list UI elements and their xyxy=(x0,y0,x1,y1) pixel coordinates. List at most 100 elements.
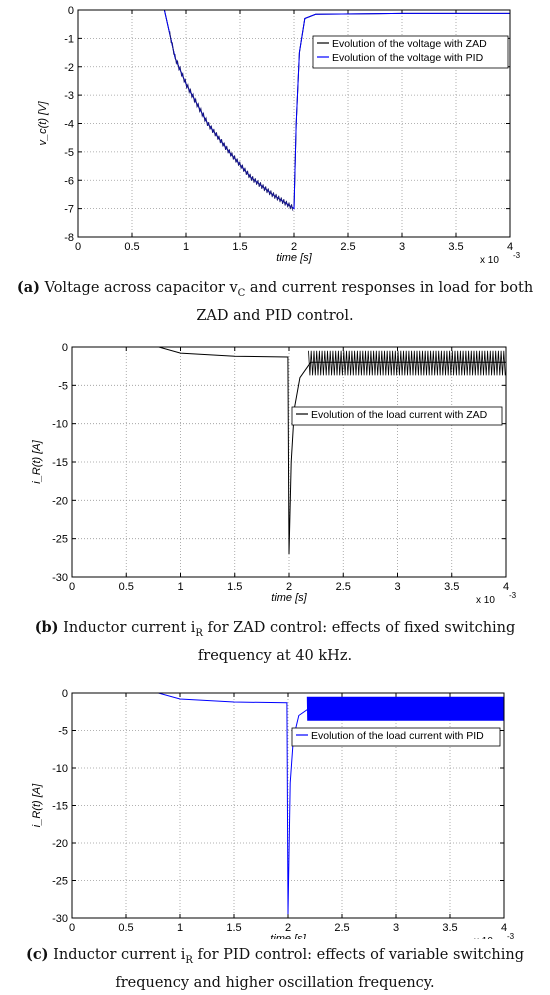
x-tick-label: 4 xyxy=(507,241,513,253)
ripple-band-1 xyxy=(306,696,504,721)
plot-area xyxy=(78,10,510,211)
x-axis-label: time [s] xyxy=(276,252,312,264)
legend-entry-1: Evolution of the load current with PID xyxy=(311,730,484,742)
ripple-band-1 xyxy=(308,350,506,376)
x-tick-label: 0 xyxy=(69,581,75,593)
y-tick-label: -5 xyxy=(58,380,68,392)
x-tick-label: 1.5 xyxy=(232,241,247,253)
zad-current-chart: 0 0.5 1 1.5 2 2.5 3 3.5 4 0 -5 -10 -15 -20 -25 -30 x 10 -… xyxy=(31,342,517,606)
plot-frame xyxy=(77,9,511,238)
y-tick-label: -5 xyxy=(64,147,74,159)
x-exponent-label: x 10 xyxy=(480,255,499,266)
caption-c: (c) Inductor current iR for PID control:… xyxy=(0,943,550,995)
x-tick-label: 1 xyxy=(183,241,189,253)
y-tick-label: -2 xyxy=(64,62,74,74)
x-axis-label: time [s] xyxy=(271,592,307,604)
y-tick-label: -1 xyxy=(64,33,74,45)
x-exponent: -3 xyxy=(509,591,517,600)
x-tick-label: 2.5 xyxy=(336,581,351,593)
x-tick-label: 2 xyxy=(285,922,291,934)
y-tick-label: -15 xyxy=(52,457,68,469)
x-tick-label: 2 xyxy=(286,581,292,593)
y-tick-label: 0 xyxy=(62,688,68,700)
plot-area xyxy=(72,347,506,555)
pid-current-chart: 0 0.5 1 1.5 2 2.5 3 3.5 4 0 -5 -10 -15 -20 -25 -30 x 10 -… xyxy=(31,688,515,947)
x-tick-label: 4 xyxy=(503,581,509,593)
y-tick-label: -20 xyxy=(52,495,68,507)
legend-box xyxy=(312,35,509,69)
y-tick-label: 0 xyxy=(62,342,68,354)
x-tick-label: 2.5 xyxy=(340,241,355,253)
x-tick-label: 1 xyxy=(177,922,183,934)
legend-entry-2: Evolution of the voltage with PID xyxy=(332,52,484,64)
caption-b-text: Inductor current i xyxy=(63,620,196,636)
x-tick-label: 3.5 xyxy=(442,922,457,934)
y-tick-label: -5 xyxy=(58,726,68,738)
x-tick-label: 1 xyxy=(177,581,183,593)
x-tick-label: 0.5 xyxy=(119,581,134,593)
x-tick-label: 3 xyxy=(394,581,400,593)
x-tick-label: 0 xyxy=(75,241,81,253)
x-tick-label: 1.5 xyxy=(227,581,242,593)
x-tick-label: 0 xyxy=(69,922,75,934)
x-tick-label: 3 xyxy=(393,922,399,934)
plot-frame xyxy=(71,346,507,578)
legend-entry-1: Evolution of the load current with ZAD xyxy=(311,409,488,421)
plot-area xyxy=(72,693,504,915)
caption-c-text: Inductor current i xyxy=(53,947,186,963)
legend: Evolution of the load current with PID xyxy=(291,727,501,747)
caption-b: (b) Inductor current iR for ZAD control:… xyxy=(0,616,550,668)
y-tick-label: -7 xyxy=(64,204,74,216)
y-tick-label: 0 xyxy=(68,5,74,17)
legend-box xyxy=(291,727,501,747)
caption-c-label: (c) xyxy=(25,946,49,963)
y-tick-label: -4 xyxy=(64,119,74,131)
y-tick-label: -30 xyxy=(52,913,68,925)
x-tick-label: 2 xyxy=(291,241,297,253)
caption-a: (a) Voltage across capacitor vC and curr… xyxy=(0,276,550,328)
x-exponent-label: x 10 xyxy=(476,595,495,606)
y-tick-label: -8 xyxy=(64,232,74,244)
series-line-1 xyxy=(72,347,506,555)
caption-b-rest: for ZAD control: effects of fixed switch… xyxy=(197,620,516,664)
x-tick-label: 0.5 xyxy=(118,922,133,934)
y-axis-label: i_R(t) [A] xyxy=(31,783,43,827)
y-tick-label: -15 xyxy=(52,801,68,813)
y-tick-label: -3 xyxy=(64,90,74,102)
x-tick-label: 2.5 xyxy=(334,922,349,934)
x-tick-label: 3.5 xyxy=(448,241,463,253)
legend: Evolution of the voltage with ZAD Evoluti… xyxy=(312,35,509,69)
y-axis-label: i_R(t) [A] xyxy=(31,439,43,483)
x-tick-label: 1.5 xyxy=(226,922,241,934)
y-tick-label: -30 xyxy=(52,572,68,584)
y-tick-label: -25 xyxy=(52,876,68,888)
caption-a-rest: and current responses in load for both Z… xyxy=(196,280,534,324)
y-tick-label: -10 xyxy=(52,763,68,775)
legend-box xyxy=(291,406,503,426)
x-tick-label: 4 xyxy=(501,922,507,934)
voltage-chart: 0 0.5 1 1.5 2 2.5 3 3.5 4 0 -1 -2 -3 -4 -5 -6 -7 -8 x 10 -3… xyxy=(37,5,521,266)
y-tick-label: -10 xyxy=(52,419,68,431)
x-tick-label: 0.5 xyxy=(124,241,139,253)
chart-panel-c: 0 0.5 1 1.5 2 2.5 3 3.5 4 0 -5 -10 -15 -20 -25 -30 x 10 -… xyxy=(0,667,550,947)
y-axis-label: v_c(t) [V] xyxy=(37,101,49,146)
x-exponent: -3 xyxy=(507,932,515,939)
x-axis-label: time [s] xyxy=(270,933,306,939)
caption-c-rest: for PID control: effects of variable swi… xyxy=(115,947,525,991)
y-tick-label: -25 xyxy=(52,534,68,546)
x-exponent: -3 xyxy=(513,251,521,260)
y-tick-label: -6 xyxy=(64,175,74,187)
x-tick-label: 3 xyxy=(399,241,405,253)
caption-a-label: (a) xyxy=(16,279,40,296)
caption-b-sub: R xyxy=(195,627,203,639)
voltage-ripple xyxy=(169,31,294,211)
series-line-1 xyxy=(72,693,504,915)
caption-c-sub: R xyxy=(185,954,193,966)
legend-entry-1: Evolution of the voltage with ZAD xyxy=(332,38,487,50)
caption-a-sub: C xyxy=(237,287,246,299)
chart-panel-a: 0 0.5 1 1.5 2 2.5 3 3.5 4 0 -1 -2 -3 -4 -5 -6 -7 -8 x 10 -3… xyxy=(0,0,550,270)
x-tick-label: 3.5 xyxy=(444,581,459,593)
x-exponent-label: x 10 xyxy=(474,936,493,939)
caption-a-text: Voltage across capacitor v xyxy=(44,280,238,296)
legend: Evolution of the load current with ZAD xyxy=(291,406,503,426)
